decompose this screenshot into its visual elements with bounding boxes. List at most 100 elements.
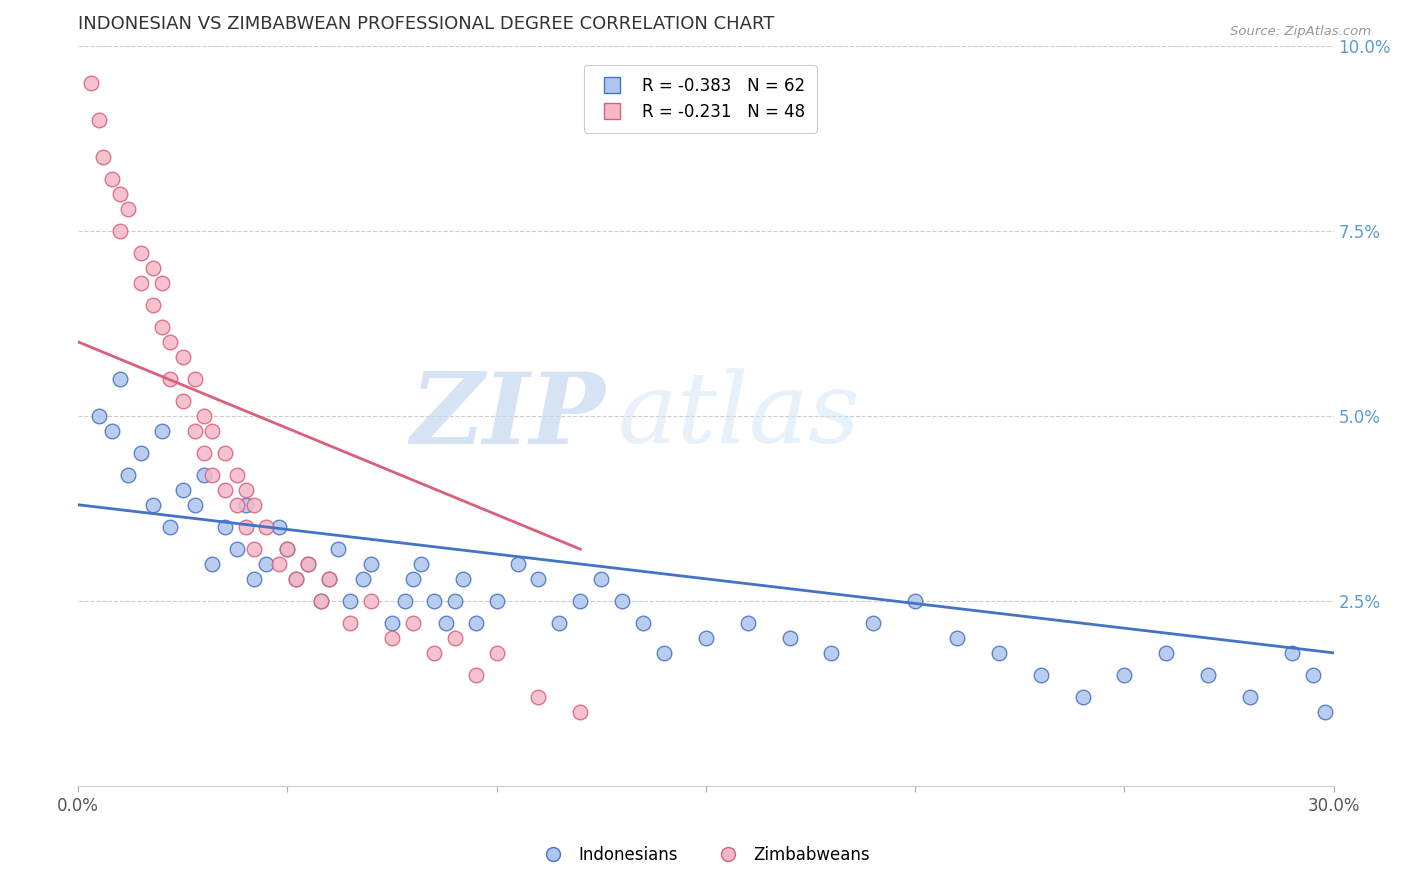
Point <box>243 498 266 512</box>
Point <box>235 498 257 512</box>
Point <box>423 646 446 660</box>
Point <box>214 483 236 497</box>
Point <box>820 646 842 660</box>
Point <box>214 446 236 460</box>
Point <box>569 594 592 608</box>
Point <box>1071 690 1094 705</box>
Point <box>193 468 215 483</box>
Point <box>1154 646 1177 660</box>
Point <box>1114 668 1136 682</box>
Point <box>226 468 249 483</box>
Point <box>297 557 319 571</box>
Point <box>256 557 278 571</box>
Point <box>276 542 298 557</box>
Point <box>360 557 382 571</box>
Point <box>352 572 374 586</box>
Point <box>193 446 215 460</box>
Point <box>1197 668 1219 682</box>
Point <box>79 76 101 90</box>
Point <box>284 572 307 586</box>
Text: Source: ZipAtlas.com: Source: ZipAtlas.com <box>1230 25 1371 38</box>
Point <box>150 424 173 438</box>
Point <box>862 616 884 631</box>
Point <box>506 557 529 571</box>
Point <box>201 468 224 483</box>
Point <box>695 631 717 645</box>
Point <box>339 616 361 631</box>
Point <box>652 646 675 660</box>
Point <box>150 276 173 290</box>
Point <box>779 631 801 645</box>
Point <box>318 572 340 586</box>
Point <box>485 594 508 608</box>
Text: ZIP: ZIP <box>411 368 606 464</box>
Legend: Indonesians, Zimbabweans: Indonesians, Zimbabweans <box>530 839 876 871</box>
Point <box>184 372 207 386</box>
Point <box>339 594 361 608</box>
Point <box>184 498 207 512</box>
Point <box>443 631 465 645</box>
Point <box>226 498 249 512</box>
Point <box>612 594 634 608</box>
Point <box>569 705 592 719</box>
Point <box>443 594 465 608</box>
Point <box>201 424 224 438</box>
Point <box>235 520 257 534</box>
Point <box>108 372 131 386</box>
Point <box>159 334 181 349</box>
Point <box>108 224 131 238</box>
Point <box>87 409 110 423</box>
Point <box>276 542 298 557</box>
Point <box>527 572 550 586</box>
Point <box>172 350 194 364</box>
Point <box>214 520 236 534</box>
Point <box>423 594 446 608</box>
Point <box>318 572 340 586</box>
Point <box>129 246 152 260</box>
Point <box>235 483 257 497</box>
Point <box>142 298 165 312</box>
Point <box>434 616 457 631</box>
Point <box>527 690 550 705</box>
Point <box>267 557 290 571</box>
Point <box>402 572 425 586</box>
Point <box>987 646 1010 660</box>
Point <box>172 394 194 409</box>
Point <box>172 483 194 497</box>
Point <box>309 594 332 608</box>
Point <box>297 557 319 571</box>
Text: INDONESIAN VS ZIMBABWEAN PROFESSIONAL DEGREE CORRELATION CHART: INDONESIAN VS ZIMBABWEAN PROFESSIONAL DE… <box>79 15 775 33</box>
Point <box>129 276 152 290</box>
Point <box>267 520 290 534</box>
Point <box>100 424 122 438</box>
Point <box>946 631 969 645</box>
Point <box>1315 705 1337 719</box>
Point <box>309 594 332 608</box>
Point <box>548 616 571 631</box>
Point <box>256 520 278 534</box>
Point <box>201 557 224 571</box>
Point <box>142 498 165 512</box>
Point <box>381 616 404 631</box>
Point <box>402 616 425 631</box>
Point <box>108 186 131 201</box>
Point <box>411 557 433 571</box>
Point <box>91 150 114 164</box>
Point <box>326 542 349 557</box>
Point <box>1239 690 1261 705</box>
Point <box>360 594 382 608</box>
Point <box>226 542 249 557</box>
Point <box>1281 646 1303 660</box>
Point <box>159 520 181 534</box>
Legend: R = -0.383   N = 62, R = -0.231   N = 48: R = -0.383 N = 62, R = -0.231 N = 48 <box>583 65 817 133</box>
Point <box>100 172 122 186</box>
Point <box>159 372 181 386</box>
Point <box>485 646 508 660</box>
Point <box>129 446 152 460</box>
Point <box>150 320 173 334</box>
Point <box>243 542 266 557</box>
Point <box>737 616 759 631</box>
Point <box>464 668 486 682</box>
Point <box>87 112 110 127</box>
Point <box>1302 668 1324 682</box>
